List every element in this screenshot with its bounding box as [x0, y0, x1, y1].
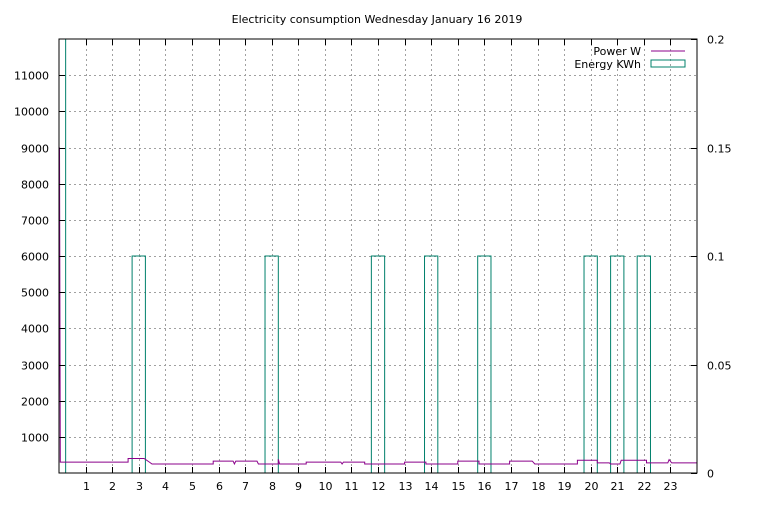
tick-layer: 1 2 3 4 5 6 7 8 9 10 11 12 13 14 15 16 17 18 19 20 21 22 23100…	[14, 34, 732, 494]
y2-tick-label: 0.1	[707, 251, 725, 264]
legend: Power W Energy KWh	[574, 45, 686, 71]
x-tick-label: 8	[269, 480, 276, 493]
x-tick-label: 6	[216, 480, 223, 493]
x-tick-label: 17	[505, 480, 519, 493]
y-tick-label: 9000	[21, 143, 49, 156]
x-tick-label: 15	[452, 480, 466, 493]
y2-tick-label: 0.05	[707, 360, 732, 373]
x-tick-label: 22	[638, 480, 652, 493]
y2-tick-label: 0	[707, 468, 714, 481]
legend-swatch-energy	[650, 59, 686, 68]
x-tick-label: 1	[83, 480, 90, 493]
y-tick-label: 5000	[21, 287, 49, 300]
legend-label-energy: Energy KWh	[574, 58, 641, 71]
y-tick-label: 3000	[21, 360, 49, 373]
y2-tick-label: 0.2	[707, 34, 725, 47]
y-tick-label: 1000	[21, 432, 49, 445]
x-tick-label: 11	[345, 480, 359, 493]
y-tick-label: 8000	[21, 179, 49, 192]
y2-tick-label: 0.15	[707, 143, 732, 156]
x-tick-label: 10	[319, 480, 333, 493]
x-tick-label: 9	[295, 480, 302, 493]
x-tick-label: 3	[136, 480, 143, 493]
x-tick-label: 23	[664, 480, 678, 493]
x-tick-label: 4	[162, 480, 169, 493]
x-tick-label: 19	[558, 480, 572, 493]
energy-bar	[636, 255, 651, 474]
x-tick-label: 14	[425, 480, 439, 493]
x-tick-label: 21	[611, 480, 625, 493]
power-line	[58, 147, 697, 466]
y-tick-label: 11000	[14, 70, 49, 83]
energy-bar	[583, 255, 598, 474]
legend-label-power: Power W	[593, 45, 641, 58]
y-tick-label: 7000	[21, 215, 49, 228]
x-tick-label: 18	[532, 480, 546, 493]
chart-title: Electricity consumption Wednesday Januar…	[232, 13, 523, 26]
energy-bar	[131, 255, 146, 474]
x-tick-label: 2	[109, 480, 116, 493]
y-tick-label: 4000	[21, 323, 49, 336]
y-tick-label: 6000	[21, 251, 49, 264]
y-tick-label: 10000	[14, 106, 49, 119]
x-tick-label: 7	[242, 480, 249, 493]
x-tick-label: 16	[478, 480, 492, 493]
x-tick-label: 12	[372, 480, 386, 493]
x-tick-label: 13	[399, 480, 413, 493]
energy-bar	[264, 255, 279, 474]
y-tick-label: 2000	[21, 396, 49, 409]
x-tick-label: 5	[189, 480, 196, 493]
x-tick-label: 20	[585, 480, 599, 493]
